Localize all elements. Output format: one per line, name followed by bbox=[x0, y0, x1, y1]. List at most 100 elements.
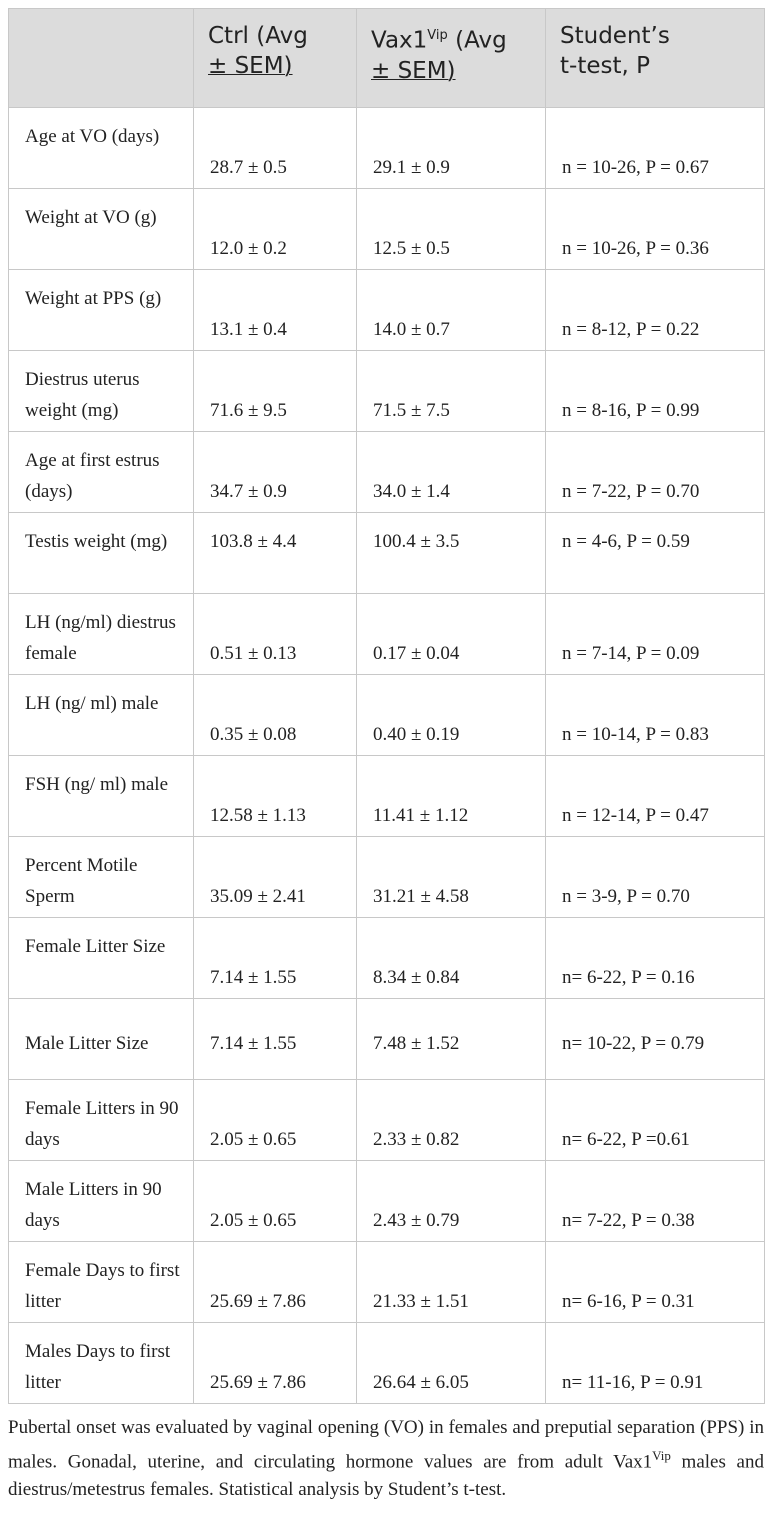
vax-value: 26.64 ± 6.05 bbox=[373, 1372, 469, 1393]
stat-value: n= 10-22, P = 0.79 bbox=[562, 1033, 705, 1054]
vax-value-cell: 11.41 ± 1.12 bbox=[356, 755, 546, 837]
stat-value: n = 10-26, P = 0.67 bbox=[562, 157, 709, 178]
row-label: Male Litters in 90 days bbox=[25, 1179, 162, 1231]
header-empty bbox=[8, 8, 194, 108]
stat-value-cell: n = 10-14, P = 0.83 bbox=[545, 674, 765, 756]
header-vax-avg: (Avg bbox=[447, 27, 507, 54]
vax-value: 7.48 ± 1.52 bbox=[373, 1033, 460, 1054]
row-label-cell: Males Days to first litter bbox=[8, 1322, 194, 1404]
ctrl-value: 71.6 ± 9.5 bbox=[210, 400, 287, 421]
table-row: Weight at PPS (g) 13.1 ± 0.4 14.0 ± 0.7 n =… bbox=[8, 269, 765, 351]
ctrl-value: 12.0 ± 0.2 bbox=[210, 238, 287, 259]
header-stat-line2: t-test, P bbox=[560, 53, 650, 79]
vax-value: 21.33 ± 1.51 bbox=[373, 1291, 469, 1312]
ctrl-value-cell: 35.09 ± 2.41 bbox=[193, 836, 357, 918]
vax-value-cell: 71.5 ± 7.5 bbox=[356, 350, 546, 432]
vax-value-cell: 34.0 ± 1.4 bbox=[356, 431, 546, 513]
ctrl-value: 25.69 ± 7.86 bbox=[210, 1372, 306, 1393]
table-row: Age at VO (days) 28.7 ± 0.5 29.1 ± 0.9 n = … bbox=[8, 107, 765, 189]
vax-value-cell: 2.43 ± 0.79 bbox=[356, 1160, 546, 1242]
table-row: Males Days to first litter 25.69 ± 7.86 26… bbox=[8, 1322, 765, 1404]
stat-value-cell: n = 8-16, P = 0.99 bbox=[545, 350, 765, 432]
table-row: Weight at VO (g) 12.0 ± 0.2 12.5 ± 0.5 n = … bbox=[8, 188, 765, 270]
caption-sup: Vip bbox=[652, 1448, 671, 1463]
ctrl-value: 12.58 ± 1.13 bbox=[210, 805, 306, 826]
row-label: Female Litter Size bbox=[25, 936, 166, 957]
stat-value: n = 7-14, P = 0.09 bbox=[562, 643, 700, 664]
table-row: Testis weight (mg) 103.8 ± 4.4 100.4 ± 3.5… bbox=[8, 512, 765, 594]
ctrl-value: 0.35 ± 0.08 bbox=[210, 724, 297, 745]
row-label: Female Litters in 90 days bbox=[25, 1098, 179, 1150]
row-label-cell: FSH (ng/ ml) male bbox=[8, 755, 194, 837]
stat-value: n = 10-26, P = 0.36 bbox=[562, 238, 709, 259]
ctrl-value-cell: 7.14 ± 1.55 bbox=[193, 998, 357, 1080]
table-row: LH (ng/ml) diestrus female 0.51 ± 0.13 0.1… bbox=[8, 593, 765, 675]
ctrl-value-cell: 2.05 ± 0.65 bbox=[193, 1160, 357, 1242]
vax-value: 14.0 ± 0.7 bbox=[373, 319, 450, 340]
row-label-cell: Age at first estrus (days) bbox=[8, 431, 194, 513]
ctrl-value: 103.8 ± 4.4 bbox=[210, 531, 297, 552]
table-row: Diestrus uterus weight (mg) 71.6 ± 9.5 71.… bbox=[8, 350, 765, 432]
row-label: Males Days to first litter bbox=[25, 1341, 171, 1393]
ctrl-value-cell: 25.69 ± 7.86 bbox=[193, 1241, 357, 1323]
vax-value-cell: 8.34 ± 0.84 bbox=[356, 917, 546, 999]
ctrl-value: 34.7 ± 0.9 bbox=[210, 481, 287, 502]
row-label: Age at VO (days) bbox=[25, 126, 160, 147]
row-label: Diestrus uterus weight (mg) bbox=[25, 369, 140, 421]
row-label-cell: Age at VO (days) bbox=[8, 107, 194, 189]
row-label-cell: Weight at VO (g) bbox=[8, 188, 194, 270]
row-label-cell: Male Litter Size bbox=[8, 998, 194, 1080]
header-vax-name: Vax1 bbox=[371, 27, 428, 54]
ctrl-value-cell: 25.69 ± 7.86 bbox=[193, 1322, 357, 1404]
table-row: Male Litters in 90 days 2.05 ± 0.65 2.43 ±… bbox=[8, 1160, 765, 1242]
header-stat-line1: Student’s bbox=[560, 23, 670, 49]
table-row: Age at first estrus (days) 34.7 ± 0.9 34.0… bbox=[8, 431, 765, 513]
vax-value-cell: 26.64 ± 6.05 bbox=[356, 1322, 546, 1404]
stat-value: n= 11-16, P = 0.91 bbox=[562, 1372, 704, 1393]
table-caption: Pubertal onset was evaluated by vaginal … bbox=[8, 1414, 764, 1504]
ctrl-value-cell: 0.51 ± 0.13 bbox=[193, 593, 357, 675]
vax-value-cell: 2.33 ± 0.82 bbox=[356, 1079, 546, 1161]
row-label-cell: LH (ng/ml) diestrus female bbox=[8, 593, 194, 675]
ctrl-value-cell: 0.35 ± 0.08 bbox=[193, 674, 357, 756]
table-row: Male Litter Size 7.14 ± 1.55 7.48 ± 1.52 n=… bbox=[8, 998, 765, 1080]
stat-value-cell: n = 7-14, P = 0.09 bbox=[545, 593, 765, 675]
stat-value-cell: n= 11-16, P = 0.91 bbox=[545, 1322, 765, 1404]
vax-value: 71.5 ± 7.5 bbox=[373, 400, 450, 421]
table-row: FSH (ng/ ml) male 12.58 ± 1.13 11.41 ± 1.1… bbox=[8, 755, 765, 837]
caption-part1: Pubertal onset was evaluated by vaginal … bbox=[8, 1417, 764, 1473]
table-row: Female Litter Size 7.14 ± 1.55 8.34 ± 0.84… bbox=[8, 917, 765, 999]
data-table: Ctrl (Avg ± SEM) Vax1Vip (Avg ± SEM) Stu… bbox=[8, 8, 765, 1404]
row-label: Age at first estrus (days) bbox=[25, 450, 160, 502]
vax-value-cell: 14.0 ± 0.7 bbox=[356, 269, 546, 351]
row-label-cell: Diestrus uterus weight (mg) bbox=[8, 350, 194, 432]
header-vax-sup: Vip bbox=[427, 28, 448, 43]
stat-value: n = 8-12, P = 0.22 bbox=[562, 319, 700, 340]
vax-value-cell: 0.40 ± 0.19 bbox=[356, 674, 546, 756]
stat-value-cell: n= 7-22, P = 0.38 bbox=[545, 1160, 765, 1242]
vax-value-cell: 100.4 ± 3.5 bbox=[356, 512, 546, 594]
row-label-cell: Testis weight (mg) bbox=[8, 512, 194, 594]
ctrl-value: 7.14 ± 1.55 bbox=[210, 967, 297, 988]
vax-value-cell: 7.48 ± 1.52 bbox=[356, 998, 546, 1080]
vax-value-cell: 12.5 ± 0.5 bbox=[356, 188, 546, 270]
header-ctrl-line2: ± SEM) bbox=[208, 53, 293, 79]
vax-value: 0.17 ± 0.04 bbox=[373, 643, 460, 664]
ctrl-value-cell: 103.8 ± 4.4 bbox=[193, 512, 357, 594]
table-container: Ctrl (Avg ± SEM) Vax1Vip (Avg ± SEM) Stu… bbox=[8, 8, 765, 1523]
stat-value-cell: n= 6-22, P = 0.16 bbox=[545, 917, 765, 999]
vax-value-cell: 31.21 ± 4.58 bbox=[356, 836, 546, 918]
stat-value: n= 6-22, P =0.61 bbox=[562, 1129, 690, 1150]
row-label-cell: Percent Motile Sperm bbox=[8, 836, 194, 918]
row-label: FSH (ng/ ml) male bbox=[25, 774, 169, 795]
ctrl-value: 2.05 ± 0.65 bbox=[210, 1210, 297, 1231]
stat-value: n = 12-14, P = 0.47 bbox=[562, 805, 709, 826]
header-stat: Student’s t-test, P bbox=[545, 8, 765, 108]
stat-value: n= 7-22, P = 0.38 bbox=[562, 1210, 695, 1231]
ctrl-value-cell: 2.05 ± 0.65 bbox=[193, 1079, 357, 1161]
vax-value: 31.21 ± 4.58 bbox=[373, 886, 469, 907]
stat-value: n= 6-22, P = 0.16 bbox=[562, 967, 695, 988]
header-ctrl-line1: Ctrl (Avg bbox=[208, 23, 308, 49]
vax-value: 100.4 ± 3.5 bbox=[373, 531, 460, 552]
vax-value: 2.33 ± 0.82 bbox=[373, 1129, 460, 1150]
